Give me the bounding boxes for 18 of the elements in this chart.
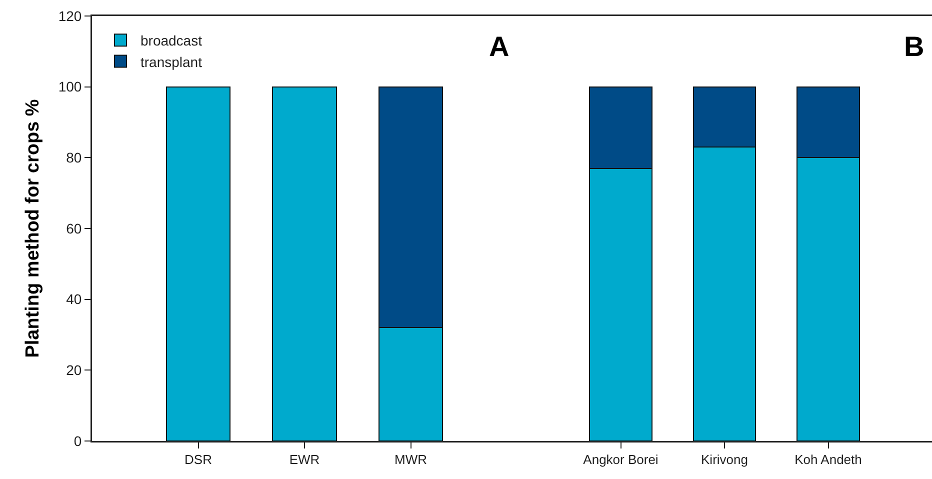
y-axis-title: Planting method for crops % (22, 99, 44, 358)
y-tick-label: 80 (66, 150, 82, 166)
y-tick-label: 60 (66, 220, 82, 236)
x-tick-label: Angkor Borei (583, 452, 658, 468)
x-tick-label: EWR (289, 452, 320, 468)
y-tick-label: 100 (58, 78, 82, 95)
x-tick-label: DSR (184, 452, 212, 468)
y-tick-label: 20 (66, 362, 82, 378)
x-tick-label: Koh Andeth (794, 452, 862, 468)
y-tick-label: 0 (74, 432, 82, 449)
legend-label: broadcast (140, 32, 202, 49)
legend-label: transplant (140, 54, 202, 70)
x-tick-label: Kirivong (701, 452, 748, 468)
annotation: A (489, 31, 510, 62)
y-tick-label: 120 (58, 8, 82, 24)
annotation: B (904, 31, 924, 62)
x-tick-label: MWR (394, 452, 427, 468)
y-tick-label: 40 (66, 291, 82, 308)
